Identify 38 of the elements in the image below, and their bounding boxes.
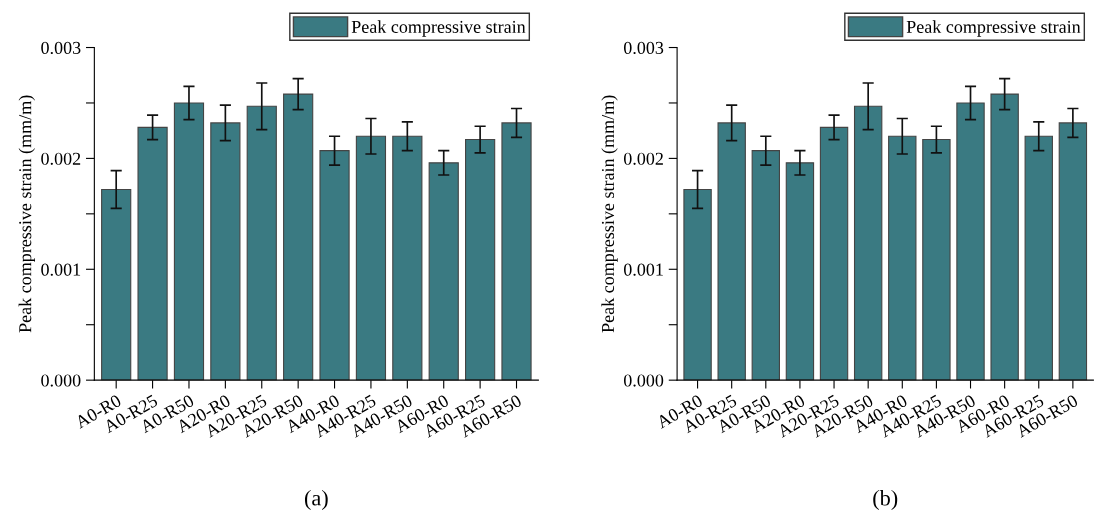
y-tick-label: 0.001 [623,263,663,276]
bar [428,162,459,381]
bar [1024,135,1053,381]
bar [717,122,746,381]
y-tick-label: 0.000 [623,374,664,387]
bar [283,93,314,381]
bar [210,122,241,381]
bar [922,138,951,381]
y-tick-label: 0.001 [41,263,81,276]
bar [173,102,205,381]
y-tick-label: 0.003 [623,41,664,55]
legend-label: Peak compressive strain [906,20,1081,37]
y-axis-title: Peak compressive strain (mm/m) [601,95,618,333]
bar [751,150,781,381]
bar [683,188,712,381]
bar [819,126,849,381]
y-tick-label: 0.002 [623,152,663,165]
text: (b) [873,489,898,511]
y-tick-label: 0.003 [41,41,81,55]
y-axis-title: Peak compressive strain (mm/m) [18,95,35,333]
bar [1058,122,1088,381]
bar [785,162,815,381]
bar [392,135,423,381]
bar [888,135,917,381]
bar [501,122,532,381]
text: (a) [304,489,328,511]
bar [137,126,168,381]
legend-label: Peak compressive strain [351,20,526,37]
y-tick-label: 0.002 [41,152,81,165]
bar [246,105,277,381]
bar [956,102,985,381]
bar [101,188,132,381]
bar [355,135,387,381]
bar [465,138,496,381]
y-tick-label: 0.000 [41,374,81,387]
bar [319,150,350,381]
bar [990,93,1019,381]
bar [853,105,883,381]
